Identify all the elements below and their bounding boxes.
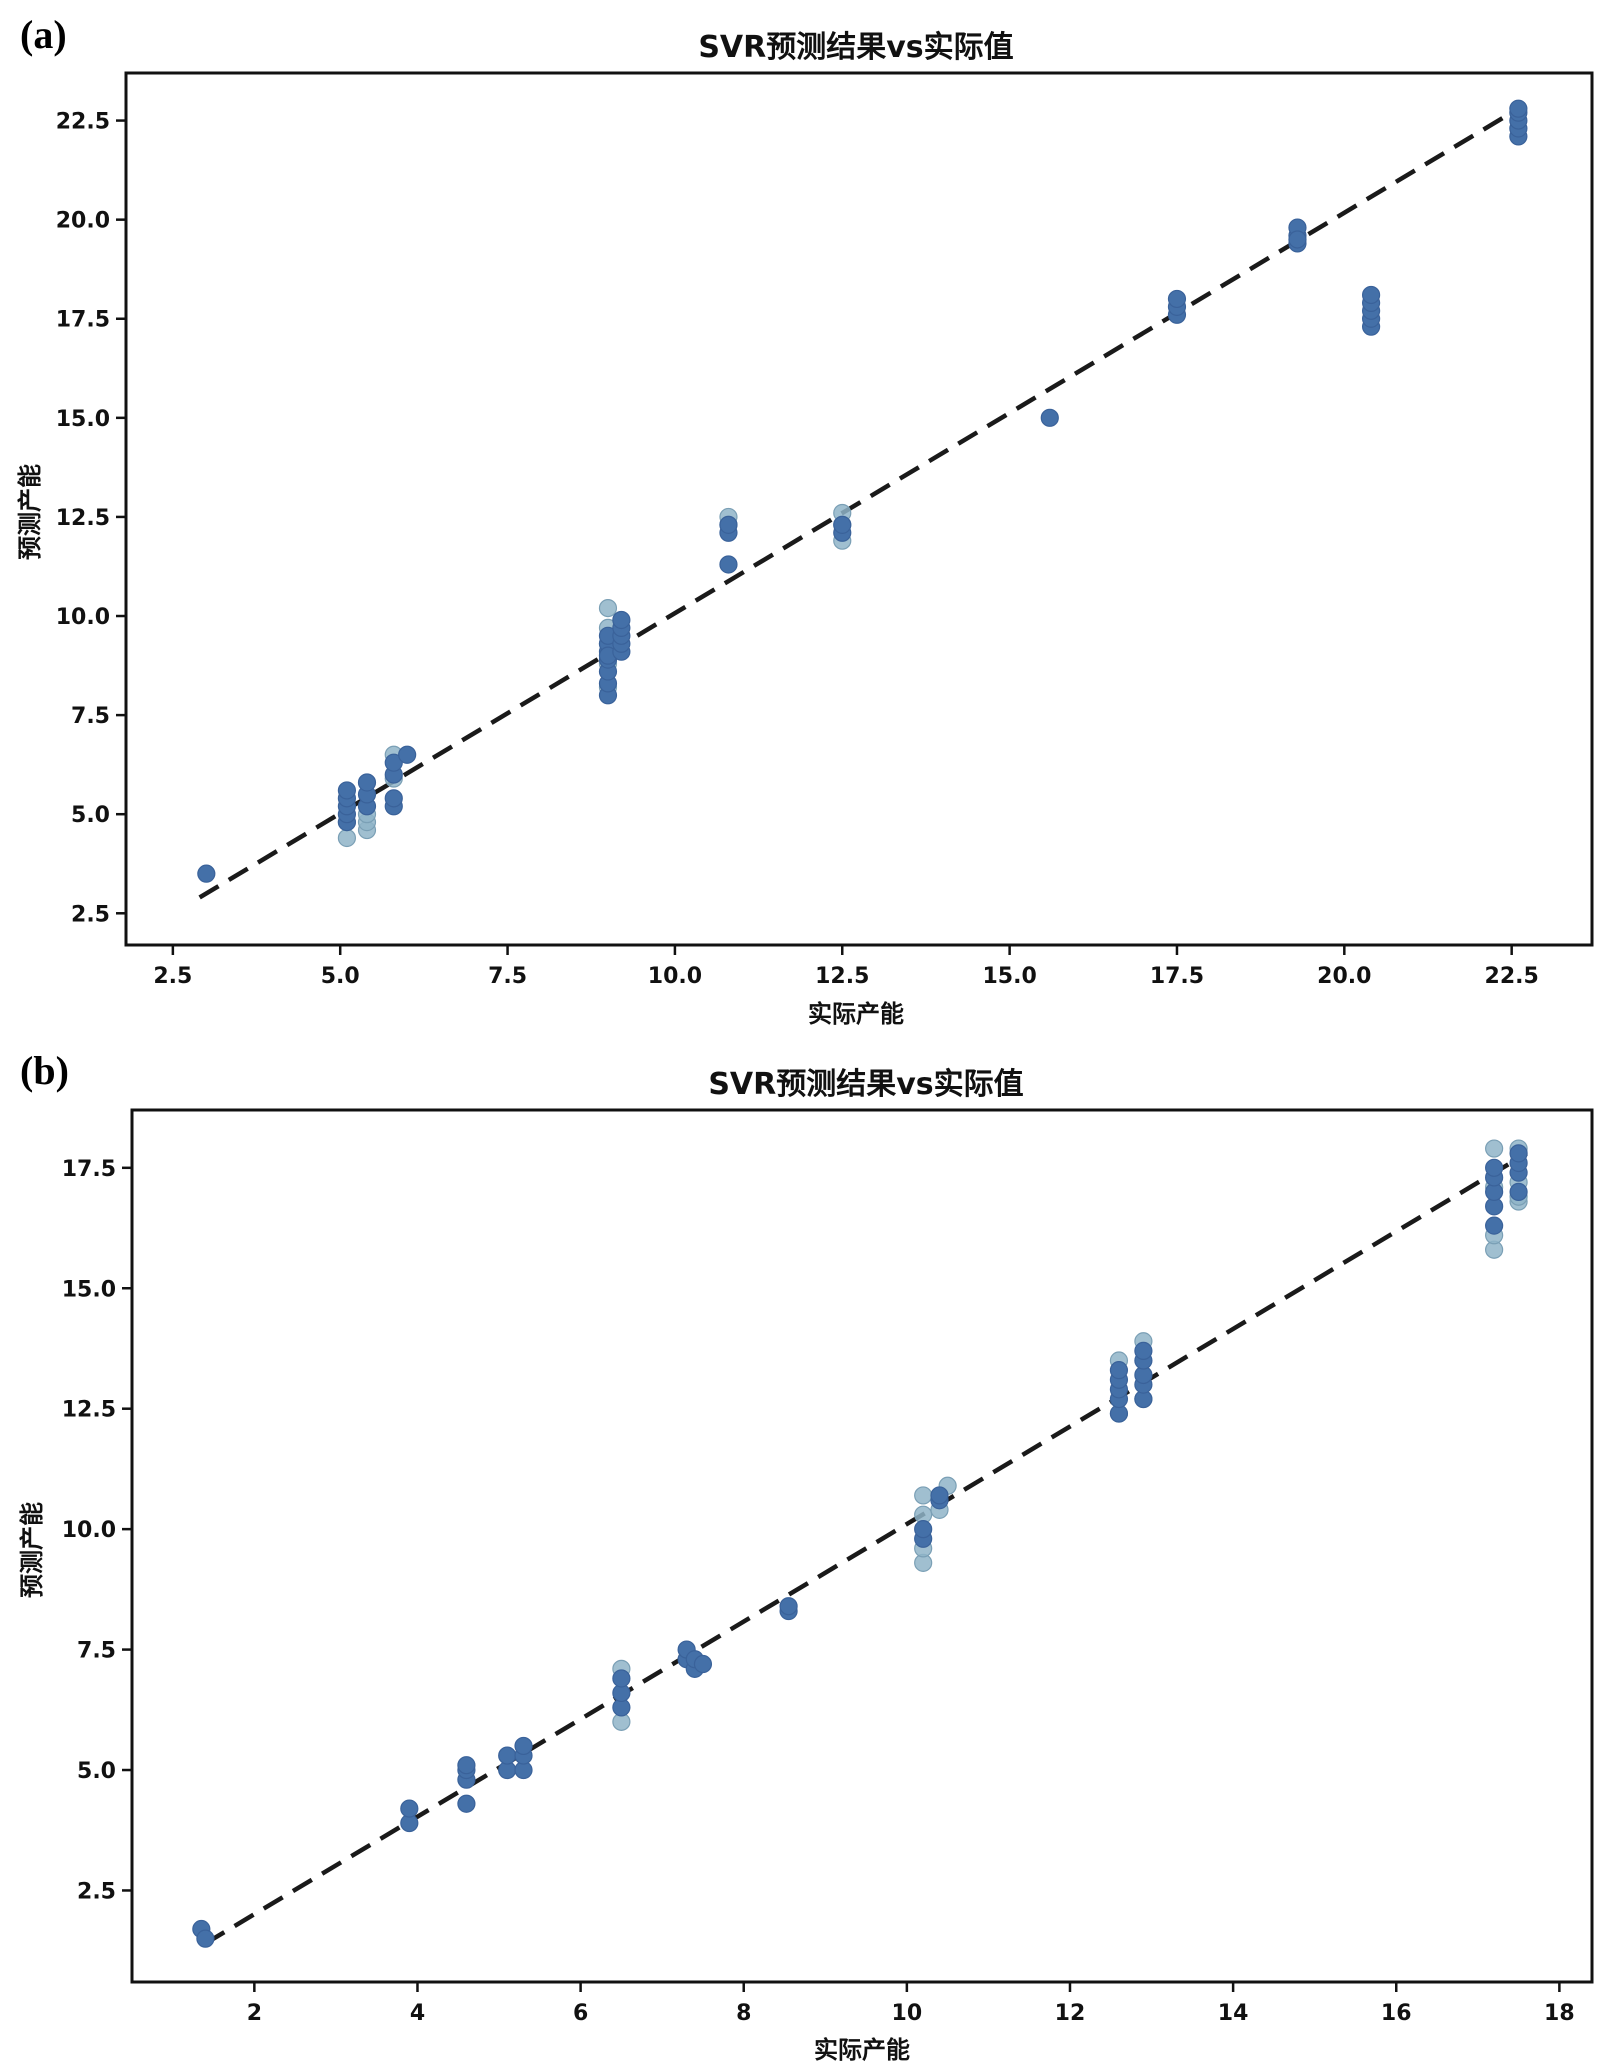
panel-label-b: (b) (20, 1048, 69, 1093)
data-point-dark (1134, 1341, 1153, 1360)
data-point-dark (1509, 99, 1528, 118)
data-point-dark (400, 1799, 419, 1818)
plot-frame-b (130, 1108, 1594, 1984)
panel-label-a: (a) (20, 12, 67, 57)
data-point-dark (1509, 1182, 1528, 1202)
y-tick-label: 2.5 (77, 1879, 116, 1904)
reference-line-group-a (198, 106, 1520, 900)
data-point-dark (1361, 285, 1381, 305)
x-tick-label: 2 (247, 2001, 262, 2026)
plot-frame-a (124, 71, 1594, 947)
data-point-dark (384, 789, 403, 808)
data-point-dark (457, 1756, 476, 1775)
y-tick-label: 20.0 (56, 209, 110, 234)
data-point-dark (196, 1929, 215, 1948)
data-point-dark (1040, 408, 1059, 427)
panel-a: (a) SVR预测结果vs实际值 2.5 5.0 7.5 10.0 12.5 15.0 17… (16, 12, 1594, 1028)
data-point-light (914, 1486, 933, 1505)
x-tick-label: 12.5 (815, 964, 869, 989)
y-tick-label: 10.0 (56, 605, 110, 630)
data-point-dark (498, 1746, 517, 1765)
reference-line (204, 1151, 1528, 1946)
reference-line (198, 106, 1520, 900)
x-tick-label: 10 (892, 2001, 923, 2026)
x-tick-label: 17.5 (1150, 964, 1204, 989)
x-tick-label: 2.5 (153, 964, 192, 989)
panel-b: (b) SVR预测结果vs实际值 2 4 6 8 10 12 14 16 18 2.5 5.0 7.5… (18, 1048, 1594, 2064)
y-tick-label: 17.5 (62, 1157, 116, 1182)
ticks-a: 2.5 5.0 7.5 10.0 12.5 15.0 17.5 20.0 22.5 2.5 5.0 7… (56, 110, 1539, 989)
data-point-dark (357, 773, 377, 792)
data-point-dark (1509, 1144, 1528, 1163)
x-tick-label: 5.0 (321, 964, 360, 989)
data-point-light (598, 598, 618, 618)
x-tick-label: 15.0 (982, 964, 1036, 989)
points-b (192, 1139, 1528, 1948)
data-point-dark (693, 1654, 713, 1674)
y-tick-label: 15.0 (62, 1277, 116, 1302)
y-tick-label: 2.5 (71, 902, 110, 927)
data-point-dark (612, 610, 631, 630)
data-point-dark (1109, 1361, 1129, 1380)
data-point-dark (930, 1486, 949, 1505)
x-tick-label: 6 (573, 2001, 588, 2026)
y-tick-label: 5.0 (71, 803, 110, 828)
data-point-light (337, 828, 357, 848)
data-point-dark (197, 864, 216, 883)
data-point-dark (719, 515, 738, 534)
reference-line-group-b (204, 1151, 1528, 1946)
data-point-dark (1485, 1216, 1504, 1235)
data-point-dark (1485, 1158, 1504, 1177)
x-axis-label-b: 实际产能 (814, 2036, 910, 2064)
x-tick-label: 12 (1055, 2001, 1086, 2026)
ticks-b: 2 4 6 8 10 12 14 16 18 2.5 5.0 7.5 10.0 12.5 15.0 17.5 (62, 1157, 1575, 2026)
y-axis-label-b: 预测产能 (18, 1502, 46, 1598)
data-point-dark (833, 515, 852, 534)
x-tick-label: 7.5 (488, 964, 527, 989)
x-tick-label: 8 (736, 2001, 751, 2026)
y-tick-label: 12.5 (62, 1398, 116, 1423)
x-tick-label: 16 (1381, 2001, 1412, 2026)
x-tick-label: 10.0 (648, 964, 702, 989)
x-tick-label: 14 (1218, 2001, 1249, 2026)
data-point-dark (337, 781, 357, 800)
y-tick-label: 15.0 (56, 407, 110, 432)
data-point-dark (779, 1597, 798, 1616)
y-tick-label: 22.5 (56, 110, 110, 135)
data-point-dark (384, 753, 403, 772)
data-point-dark (457, 1794, 476, 1813)
chart-title-a: SVR预测结果vs实际值 (698, 30, 1013, 65)
y-tick-label: 5.0 (77, 1759, 116, 1784)
data-point-dark (612, 1669, 631, 1688)
y-tick-label: 17.5 (56, 308, 110, 333)
data-point-dark (1167, 289, 1187, 309)
y-axis-label-a: 预测产能 (16, 464, 44, 560)
data-point-dark (1288, 230, 1307, 249)
y-tick-label: 10.0 (62, 1518, 116, 1543)
x-tick-label: 22.5 (1485, 964, 1539, 989)
data-point-dark (514, 1736, 533, 1756)
points-a (197, 99, 1528, 883)
data-point-dark (719, 555, 738, 574)
data-point-dark (398, 745, 417, 764)
y-tick-label: 7.5 (71, 704, 110, 729)
data-point-light (1485, 1139, 1504, 1158)
x-tick-label: 20.0 (1317, 964, 1371, 989)
x-tick-label: 18 (1544, 2001, 1575, 2026)
chart-title-b: SVR预测结果vs实际值 (708, 1067, 1023, 1102)
data-point-dark (914, 1520, 933, 1539)
x-tick-label: 4 (410, 2001, 425, 2026)
y-tick-label: 7.5 (77, 1639, 116, 1664)
x-axis-label-a: 实际产能 (808, 1000, 904, 1028)
y-tick-label: 12.5 (56, 506, 110, 531)
